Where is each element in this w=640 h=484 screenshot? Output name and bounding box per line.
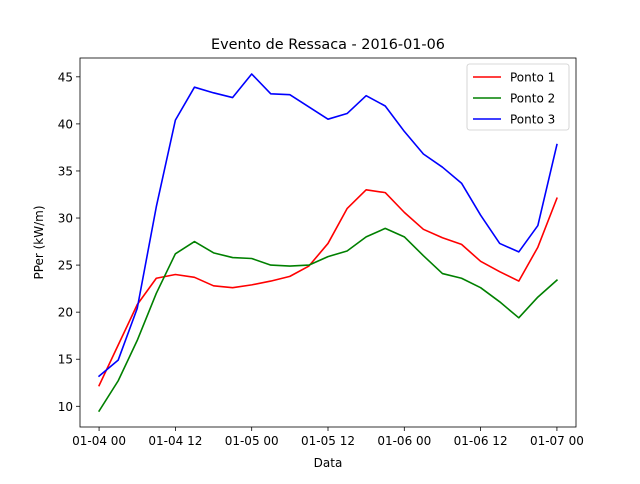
legend-label-3: Ponto 3 [510, 113, 555, 127]
series-line-1 [98, 188, 558, 387]
x-axis: 01-04 00 01-04 12 01-05 00 01-05 12 01-06 00… [72, 427, 584, 448]
y-axis: 10 15 20 25 30 35 40 45 [58, 70, 80, 414]
y-tick-label: 45 [58, 70, 73, 84]
y-tick-label: 10 [58, 400, 73, 414]
y-axis-label: PPer (kW/m) [32, 205, 46, 279]
y-tick-label: 20 [58, 306, 73, 320]
x-tick-label: 01-04 12 [148, 434, 202, 448]
legend-label-2: Ponto 2 [510, 92, 555, 106]
legend-label-1: Ponto 1 [510, 71, 555, 85]
y-tick-label: 35 [58, 164, 73, 178]
x-axis-label: Data [314, 456, 343, 470]
chart-title: Evento de Ressaca - 2016-01-06 [211, 37, 445, 53]
y-tick-label: 15 [58, 353, 73, 367]
y-tick-label: 25 [58, 259, 73, 273]
y-tick-label: 30 [58, 212, 73, 226]
series-line-3 [97, 73, 558, 378]
plot-series [97, 73, 559, 413]
x-tick-label: 01-05 12 [301, 434, 355, 448]
x-tick-label: 01-06 00 [377, 434, 431, 448]
y-tick-label: 40 [58, 117, 73, 131]
x-tick-label: 01-07 00 [530, 434, 584, 448]
legend-box [466, 63, 570, 131]
x-tick-label: 01-04 00 [72, 434, 126, 448]
chart-legend: Ponto 1 Ponto 2 Ponto 3 [466, 63, 570, 131]
series-line-2 [97, 227, 559, 413]
x-tick-label: 01-05 00 [225, 434, 279, 448]
x-tick-label: 01-06 12 [454, 434, 508, 448]
